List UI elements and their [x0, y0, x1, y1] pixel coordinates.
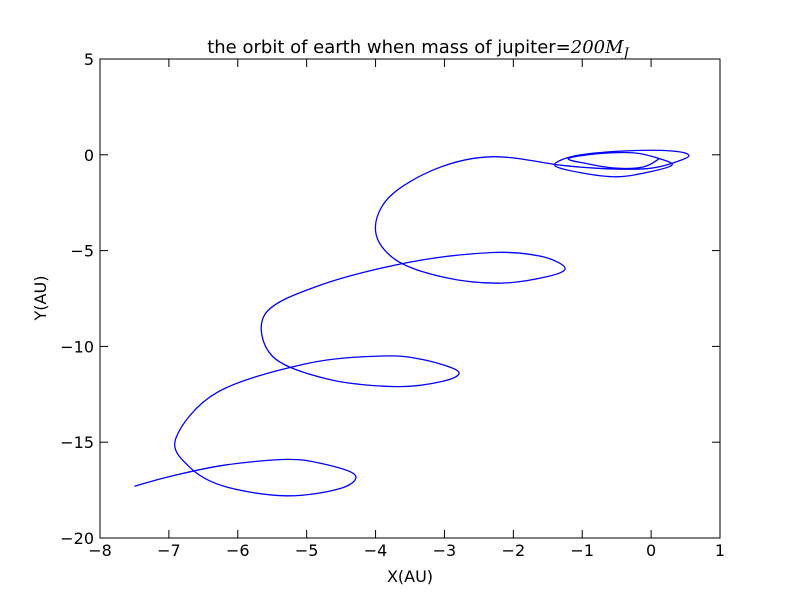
axis-ticks: −8 −7 −6 −5 −4 −3 −2 −1 0 150−5−10−15−20: [60, 50, 725, 560]
x-tick-label: −3: [433, 541, 457, 560]
chart-title-math-sub: J: [621, 46, 630, 61]
y-tick-label: 5: [84, 50, 94, 69]
x-tick-label: 1: [715, 541, 725, 560]
x-tick-label: −4: [364, 541, 388, 560]
y-tick-label: 0: [84, 146, 94, 165]
x-tick-label: −8: [88, 541, 112, 560]
y-tick-label: −15: [60, 433, 94, 452]
orbit-line-0: [134, 149, 690, 497]
chart-title: the orbit of earth when mass of jupiter=…: [207, 37, 629, 61]
y-axis-label: Y(AU): [31, 276, 50, 322]
x-tick-label: −5: [295, 541, 319, 560]
y-tick-label: −20: [60, 529, 94, 548]
y-tick-label: −5: [70, 242, 94, 261]
x-tick-label: −7: [157, 541, 181, 560]
y-tick-label: −10: [60, 337, 94, 356]
x-tick-label: 0: [646, 541, 656, 560]
x-axis-label: X(AU): [387, 567, 433, 586]
plot-frame: [99, 58, 721, 539]
x-tick-label: −1: [570, 541, 594, 560]
x-tick-label: −6: [226, 541, 250, 560]
chart-title-math: 200M: [570, 37, 624, 58]
x-tick-label: −2: [502, 541, 526, 560]
plot-area: [134, 149, 690, 497]
chart-title-text: the orbit of earth when mass of jupiter=: [207, 37, 571, 58]
